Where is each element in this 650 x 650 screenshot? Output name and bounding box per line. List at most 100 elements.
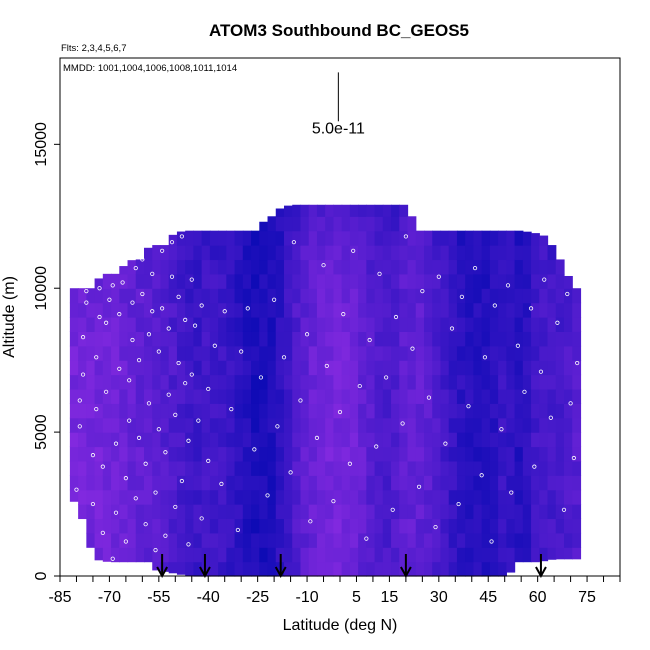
heat-cell-692 xyxy=(316,446,326,462)
heat-cell-220 xyxy=(160,518,170,534)
heat-cell-1444 xyxy=(572,460,582,476)
heat-cell-1405 xyxy=(555,432,565,448)
heat-cell-378 xyxy=(209,302,219,318)
heat-cell-1207 xyxy=(481,273,491,289)
heat-cell-879 xyxy=(374,374,384,390)
heat-cell-964 xyxy=(399,273,409,289)
heat-cell-1296 xyxy=(514,360,524,376)
heat-cell-763 xyxy=(341,547,351,563)
observation-point-57 xyxy=(173,412,178,417)
heat-cell-360 xyxy=(209,561,219,577)
heat-cell-916 xyxy=(382,216,392,232)
heat-cell-512 xyxy=(259,446,269,462)
observation-point-25 xyxy=(120,280,125,285)
heat-cell-1305 xyxy=(514,230,524,246)
observation-point-76 xyxy=(222,309,227,314)
heat-cell-632 xyxy=(300,561,310,577)
heat-cell-431 xyxy=(226,230,236,246)
heat-cell-1402 xyxy=(555,475,565,491)
heat-cell-81 xyxy=(102,374,112,390)
heat-cell-583 xyxy=(284,518,293,534)
heat-cell-15 xyxy=(78,504,87,520)
observation-point-125 xyxy=(492,303,497,308)
heat-cell-1127 xyxy=(456,388,466,404)
heat-cell-651 xyxy=(300,288,310,304)
heat-cell-1313 xyxy=(522,446,532,462)
heat-cell-1 xyxy=(69,475,79,491)
heat-cell-1244 xyxy=(498,432,507,448)
heat-cell-978 xyxy=(407,446,417,462)
heat-cell-913 xyxy=(382,259,392,275)
heat-cell-816 xyxy=(358,532,367,548)
heat-cell-556 xyxy=(275,532,285,548)
heat-cell-1294 xyxy=(514,388,524,404)
heat-cell-535 xyxy=(267,475,277,491)
heat-cell-1092 xyxy=(448,547,458,563)
heat-cell-934 xyxy=(391,331,400,347)
heat-cell-1133 xyxy=(456,302,466,318)
heat-cell-1049 xyxy=(432,475,442,491)
heat-cell-642 xyxy=(300,417,310,433)
heat-cell-355 xyxy=(201,288,211,304)
heat-cell-805 xyxy=(349,317,359,332)
heat-cell-678 xyxy=(308,273,318,289)
heat-cell-860 xyxy=(366,273,376,289)
heat-cell-534 xyxy=(267,489,277,505)
heat-cell-1315 xyxy=(522,417,532,433)
heat-cell-797 xyxy=(349,432,359,448)
observation-point-7 xyxy=(84,288,89,294)
heat-cell-1154 xyxy=(465,345,475,361)
heat-cell-338 xyxy=(201,532,211,548)
heat-cell-84 xyxy=(102,331,112,347)
heat-cell-508 xyxy=(259,504,269,520)
heat-cell-665 xyxy=(308,460,318,476)
heat-cell-1264 xyxy=(506,489,516,505)
heat-cell-367 xyxy=(209,460,219,476)
heat-cell-547 xyxy=(267,302,277,318)
heat-cell-882 xyxy=(374,331,384,347)
heat-cell-326 xyxy=(193,360,203,376)
heat-cell-1012 xyxy=(415,317,425,332)
observation-point-14 xyxy=(100,530,105,535)
heat-cell-1449 xyxy=(572,388,582,404)
heat-cell-622 xyxy=(292,331,302,347)
heat-cell-424 xyxy=(226,331,236,347)
heat-cell-1447 xyxy=(572,417,582,433)
heat-cell-981 xyxy=(407,403,417,419)
heat-cell-787 xyxy=(341,204,351,217)
heat-cell-1422 xyxy=(564,489,573,505)
heat-cell-1108 xyxy=(448,317,458,332)
heat-cell-1214 xyxy=(489,518,499,534)
heat-cell-285 xyxy=(176,259,186,275)
observation-point-4 xyxy=(80,372,86,377)
heat-cell-548 xyxy=(267,288,277,304)
heat-cell-524 xyxy=(259,273,269,289)
heat-cell-1424 xyxy=(564,460,573,476)
heat-cell-979 xyxy=(407,432,417,448)
heat-cell-1114 xyxy=(448,230,458,246)
heat-cell-93 xyxy=(111,489,120,505)
observation-point-131 xyxy=(528,306,534,311)
observation-point-110 xyxy=(410,346,415,351)
heat-cell-1253 xyxy=(498,302,507,318)
heat-cell-274 xyxy=(176,417,186,433)
heat-cell-1446 xyxy=(572,432,582,448)
heat-cell-673 xyxy=(308,345,318,361)
heat-cell-1130 xyxy=(456,345,466,361)
heat-cell-216 xyxy=(152,245,162,261)
heat-cell-663 xyxy=(308,489,318,505)
heat-cell-1321 xyxy=(522,331,532,347)
heat-cell-1359 xyxy=(539,446,549,462)
heat-cell-552 xyxy=(267,230,277,246)
observation-points xyxy=(74,234,580,561)
heat-cell-1014 xyxy=(415,288,425,304)
heat-cell-115 xyxy=(119,460,129,476)
heat-cell-936 xyxy=(391,302,400,318)
heat-cell-140 xyxy=(127,403,137,419)
heat-cell-1427 xyxy=(564,417,573,433)
heat-cell-1281 xyxy=(506,245,516,261)
heat-cell-1353 xyxy=(539,532,549,548)
heat-cell-876 xyxy=(374,417,384,433)
heat-cell-1275 xyxy=(506,331,516,347)
heat-cell-1246 xyxy=(498,403,507,419)
